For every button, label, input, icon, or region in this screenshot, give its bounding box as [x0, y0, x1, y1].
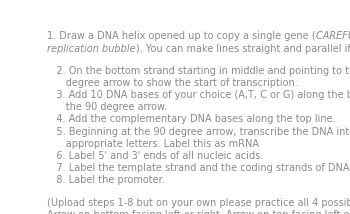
Text: 5. Beginning at the 90 degree arrow, transcribe the DNA into RNA. Write the: 5. Beginning at the 90 degree arrow, tra… — [47, 127, 350, 137]
Text: 3. Add 10 DNA bases of your choice (A,T, C or G) along the bottom line to left o: 3. Add 10 DNA bases of your choice (A,T,… — [47, 90, 350, 100]
Text: (Upload steps 1-8 but on your own please practice all 4 possible flips of this.: (Upload steps 1-8 but on your own please… — [47, 198, 350, 208]
Text: Arrow on bottom facing left or right. Arrow on top facing left or right.): Arrow on bottom facing left or right. Ar… — [47, 210, 350, 214]
Text: replication bubble: replication bubble — [47, 44, 136, 54]
Text: the 90 degree arrow.: the 90 degree arrow. — [47, 102, 167, 112]
Text: 2. On the bottom strand starting in middle and pointing to the left, draw a 90: 2. On the bottom strand starting in midd… — [47, 66, 350, 76]
Text: 4. Add the complementary DNA bases along the top line.: 4. Add the complementary DNA bases along… — [47, 114, 336, 125]
Text: ). You can make lines straight and parallel if you would like: ). You can make lines straight and paral… — [136, 44, 350, 54]
Text: degree arrow to show the start of transcription.: degree arrow to show the start of transc… — [47, 78, 298, 88]
Text: 6. Label 5' and 3' ends of all nucleic acids.: 6. Label 5' and 3' ends of all nucleic a… — [47, 151, 263, 161]
Text: appropriate letters. Label this as mRNA: appropriate letters. Label this as mRNA — [47, 139, 259, 149]
Text: 8. Label the promoter.: 8. Label the promoter. — [47, 175, 165, 186]
Text: CAREFUL this is NOT a: CAREFUL this is NOT a — [316, 31, 350, 42]
Text: 1. Draw a DNA helix opened up to copy a single gene (: 1. Draw a DNA helix opened up to copy a … — [47, 31, 316, 42]
Text: 7. Label the template strand and the coding strands of DNA.: 7. Label the template strand and the cod… — [47, 163, 350, 173]
